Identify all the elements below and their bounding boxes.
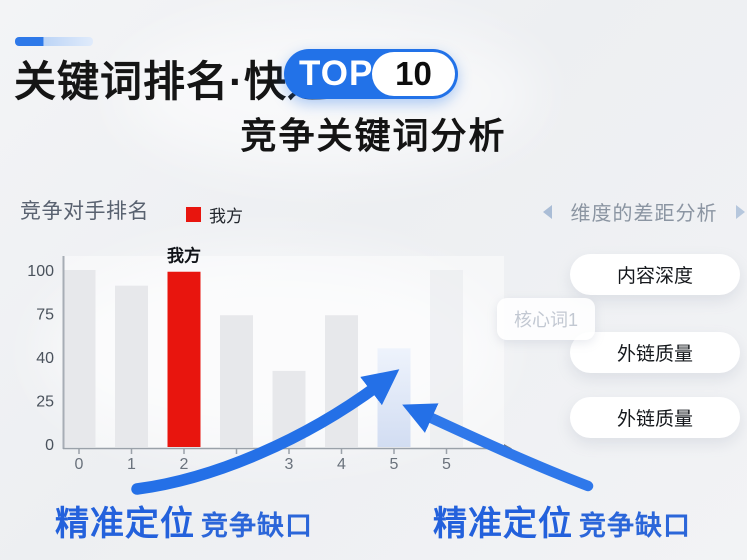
legend-label: 我方 <box>209 207 243 226</box>
dimension-button-content-depth[interactable]: 内容深度 <box>570 254 740 295</box>
y-tick-label: 25 <box>36 394 54 411</box>
bar-competitor <box>325 315 358 447</box>
x-axis-arrow <box>504 444 512 453</box>
x-tick-label: 5 <box>390 456 399 473</box>
accent-bar <box>15 37 93 46</box>
chart-title: 竞争对手排名 <box>20 200 149 223</box>
y-tick-label: 75 <box>36 307 54 324</box>
y-tick-label: 100 <box>27 263 54 280</box>
badge-number: 10 <box>372 52 455 96</box>
caption-sub: 竞争缺口 <box>201 511 313 541</box>
panel-header: 维度的差距分析 <box>543 197 745 226</box>
y-tick-label: 0 <box>45 437 54 454</box>
bar-competitor <box>430 270 463 447</box>
x-tick-label: 3 <box>285 456 294 473</box>
page-title: 关键词排名·快速 <box>14 58 330 105</box>
caption-main: 精准定位 <box>55 505 195 543</box>
x-tick-label: 1 <box>127 456 136 473</box>
bar-competitor <box>62 270 96 447</box>
bar-competitor <box>272 370 306 447</box>
bar-competitor <box>220 315 253 447</box>
dimension-button-backlink-quality-2[interactable]: 外链质量 <box>570 397 740 438</box>
chart-legend: 我方 <box>186 202 243 227</box>
badge-top-label: TOP <box>299 54 374 93</box>
top10-badge: TOP 10 <box>284 49 458 99</box>
caption-left: 精准定位 竞争缺口 <box>55 496 313 545</box>
x-tick-label: 5 <box>442 456 451 473</box>
page-subtitle: 竞争关键词分析 <box>240 115 507 156</box>
bar-ours <box>167 271 201 447</box>
bar-chart: 我方 100 75 40 25 0 0 1 2 3 4 5 5 <box>27 246 512 473</box>
x-tick-label: 4 <box>337 456 346 473</box>
panel-header-label: 维度的差距分析 <box>570 203 718 225</box>
chevron-right-icon[interactable] <box>736 204 745 219</box>
bar-competitor <box>115 285 148 447</box>
bar-label: 我方 <box>167 246 201 266</box>
bar-gap-highlight <box>377 348 411 447</box>
caption-right: 精准定位 竞争缺口 <box>433 496 691 545</box>
x-tick-label: 0 <box>75 456 84 473</box>
y-tick-label: 40 <box>36 350 54 367</box>
x-tick-label: 2 <box>180 456 189 473</box>
chevron-left-icon[interactable] <box>543 204 552 219</box>
caption-sub: 竞争缺口 <box>579 511 691 541</box>
dimension-button-backlink-quality-1[interactable]: 外链质量 <box>570 332 740 373</box>
legend-swatch <box>186 207 201 222</box>
keyword-chip: 核心词1 <box>497 298 596 340</box>
caption-main: 精准定位 <box>433 505 573 543</box>
